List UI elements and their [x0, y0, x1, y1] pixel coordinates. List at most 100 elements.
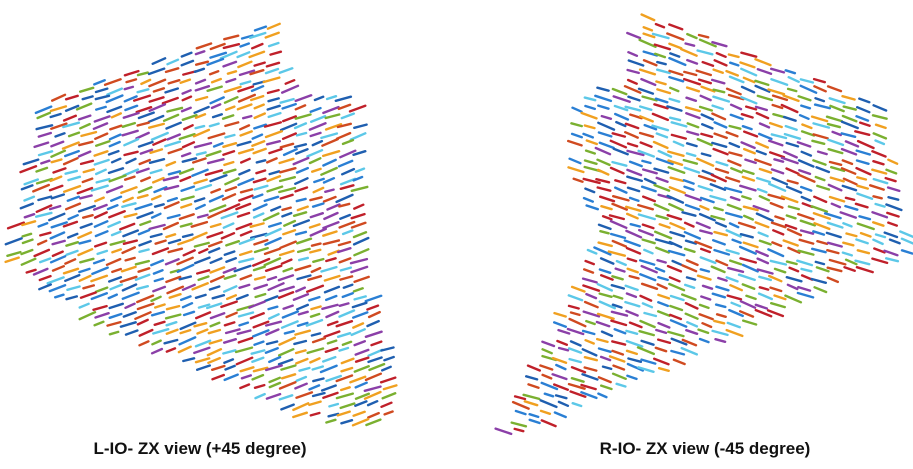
- fiber-segment: [771, 69, 784, 73]
- fiber-segment: [668, 332, 683, 336]
- fiber-segment: [311, 116, 325, 122]
- fiber-segment: [732, 303, 740, 306]
- fiber-segment: [718, 278, 726, 281]
- fiber-segment: [182, 153, 190, 156]
- fiber-segment: [601, 275, 612, 279]
- fiber-segment: [96, 107, 106, 110]
- fiber-segment: [717, 53, 726, 57]
- fiber-segment: [78, 188, 92, 193]
- fiber-segment: [206, 170, 222, 175]
- fiber-segment: [856, 240, 867, 244]
- fiber-segment: [225, 322, 234, 325]
- fiber-segment: [179, 347, 191, 352]
- fiber-segment: [240, 251, 251, 255]
- fiber-segment: [237, 358, 252, 365]
- fiber-segment: [140, 160, 150, 164]
- fiber-segment: [78, 232, 91, 237]
- fiber-segment: [122, 267, 136, 271]
- fiber-segment: [6, 238, 22, 244]
- fiber-segment: [354, 177, 362, 180]
- fiber-segment: [178, 265, 194, 272]
- fiber-segment: [828, 86, 841, 91]
- fiber-segment: [296, 105, 305, 109]
- fiber-segment: [121, 277, 137, 282]
- fiber-segment: [39, 223, 48, 226]
- fiber-segment: [366, 420, 380, 425]
- fiber-segment: [126, 258, 135, 261]
- fiber-segment: [96, 170, 106, 174]
- fiber-segment: [668, 215, 681, 219]
- fiber-segment: [136, 261, 149, 264]
- fiber-segment: [150, 159, 164, 163]
- fiber-segment: [267, 158, 276, 162]
- fiber-segment: [789, 77, 799, 82]
- fiber-segment: [802, 131, 814, 135]
- fiber-segment: [756, 107, 767, 110]
- fiber-segment: [79, 142, 92, 145]
- fiber-segment: [670, 306, 682, 310]
- fiber-segment: [341, 404, 355, 408]
- fiber-segment: [739, 275, 755, 280]
- fiber-segment: [184, 250, 195, 255]
- fiber-segment: [354, 232, 366, 237]
- fiber-segment: [644, 27, 652, 30]
- fiber-segment: [658, 311, 669, 315]
- fiber-segment: [744, 78, 754, 82]
- fiber-segment: [602, 116, 611, 119]
- fiber-segment: [555, 413, 566, 418]
- fiber-segment: [772, 223, 785, 228]
- fiber-segment: [253, 195, 262, 198]
- fiber-segment: [149, 69, 164, 74]
- fiber-segment: [569, 348, 581, 352]
- fiber-segment: [769, 184, 785, 191]
- fiber-segment: [572, 287, 584, 292]
- fiber-segment: [343, 293, 353, 297]
- fiber-segment: [742, 142, 755, 148]
- fiber-segment: [731, 115, 743, 119]
- fiber-segment: [570, 159, 581, 164]
- fiber-segment: [845, 267, 855, 271]
- fiber-segment: [598, 394, 606, 398]
- fiber-segment: [627, 248, 640, 253]
- fiber-segment: [266, 366, 282, 371]
- fiber-segment: [365, 387, 381, 391]
- fiber-segment: [140, 241, 151, 245]
- fiber-segment: [900, 232, 913, 238]
- fiber-segment: [252, 350, 265, 353]
- fiber-segment: [716, 223, 726, 227]
- fiber-segment: [817, 241, 827, 244]
- fiber-segment: [627, 341, 642, 346]
- fiber-segment: [340, 303, 349, 305]
- fiber-segment: [630, 162, 642, 166]
- fiber-segment: [758, 189, 766, 192]
- fiber-segment: [598, 284, 612, 290]
- fiber-segment: [326, 348, 338, 352]
- fiber-segment: [645, 313, 656, 316]
- fiber-segment: [282, 86, 298, 93]
- fiber-segment: [296, 350, 305, 353]
- fiber-segment: [66, 204, 80, 210]
- fiber-segment: [255, 285, 267, 289]
- fiber-segment: [703, 323, 712, 327]
- fiber-segment: [211, 276, 223, 281]
- fiber-segment: [757, 214, 773, 221]
- fiber-segment: [351, 267, 367, 272]
- fiber-segment: [614, 366, 625, 370]
- fiber-segment: [597, 339, 607, 342]
- fiber-segment: [210, 196, 223, 202]
- fiber-segment: [224, 359, 233, 362]
- fiber-segment: [153, 58, 165, 64]
- fiber-segment: [384, 385, 397, 389]
- fiber-segment: [240, 323, 248, 326]
- fiber-segment: [241, 82, 251, 85]
- fiber-segment: [613, 89, 626, 94]
- fiber-segment: [51, 233, 64, 239]
- fiber-segment: [212, 79, 221, 82]
- fiber-segment: [815, 223, 830, 229]
- fiber-segment: [616, 122, 625, 126]
- fiber-segment: [196, 62, 208, 65]
- fiber-segment: [727, 277, 738, 281]
- fiber-segment: [673, 261, 682, 265]
- fiber-segment: [341, 185, 354, 189]
- fiber-segment: [756, 222, 769, 227]
